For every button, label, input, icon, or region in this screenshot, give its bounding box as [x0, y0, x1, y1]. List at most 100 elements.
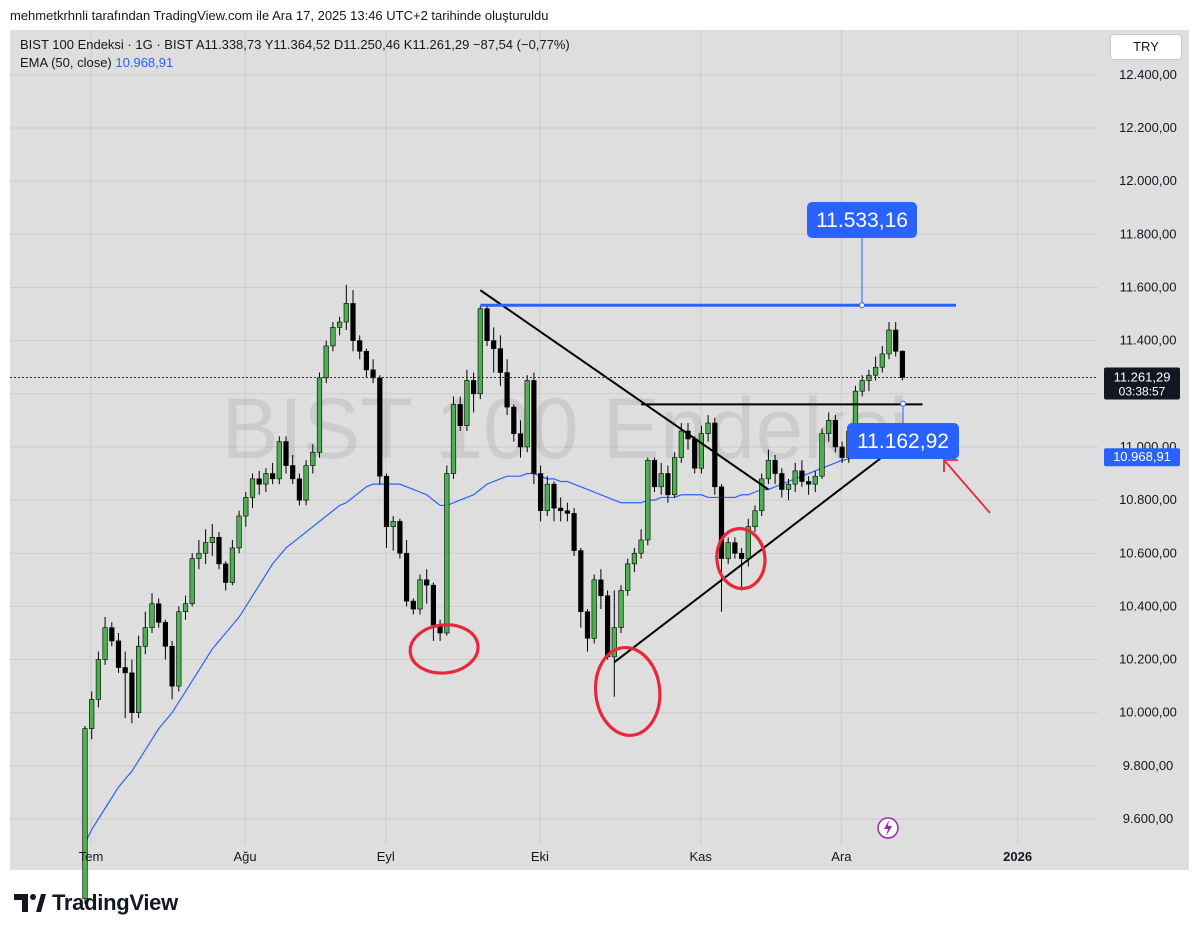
candle[interactable] [182, 595, 189, 620]
candle[interactable] [363, 348, 370, 378]
candle[interactable] [785, 478, 792, 501]
candle[interactable] [779, 468, 785, 498]
candle[interactable] [524, 375, 530, 453]
candle[interactable] [357, 335, 363, 360]
candle[interactable] [370, 359, 376, 384]
candle[interactable] [571, 508, 577, 556]
candle[interactable] [417, 574, 423, 615]
candle[interactable] [142, 611, 148, 655]
candle[interactable] [256, 470, 262, 495]
candle[interactable] [712, 417, 718, 495]
candle[interactable] [176, 606, 182, 692]
candle[interactable] [879, 345, 885, 373]
candle[interactable] [732, 537, 738, 559]
candle[interactable] [263, 468, 269, 493]
candle[interactable] [805, 476, 812, 495]
candle[interactable] [303, 460, 309, 506]
candle[interactable] [136, 635, 142, 719]
candle[interactable] [698, 425, 704, 474]
candle[interactable] [450, 396, 457, 479]
candle[interactable] [558, 497, 564, 522]
callout-11162-box[interactable] [847, 423, 959, 459]
candle[interactable] [651, 457, 658, 493]
candle[interactable] [799, 460, 805, 487]
candle[interactable] [350, 290, 356, 352]
candle[interactable] [705, 415, 711, 442]
candle[interactable] [95, 651, 101, 708]
candle[interactable] [82, 725, 88, 905]
candle[interactable] [223, 561, 229, 591]
candle[interactable] [249, 473, 256, 509]
candle[interactable] [638, 529, 644, 559]
candle[interactable] [424, 569, 430, 604]
candle[interactable] [336, 316, 343, 336]
candle[interactable] [203, 529, 209, 564]
candle[interactable] [591, 574, 597, 644]
candle[interactable] [772, 454, 778, 485]
candle[interactable] [243, 492, 249, 527]
candle[interactable] [584, 609, 591, 652]
candle[interactable] [464, 369, 470, 432]
candle[interactable] [872, 356, 879, 381]
candle[interactable] [196, 539, 202, 570]
candle[interactable] [296, 473, 303, 506]
candle[interactable] [551, 481, 557, 522]
candle[interactable] [484, 306, 490, 346]
candle[interactable] [444, 465, 450, 636]
candle[interactable] [504, 359, 510, 416]
currency-button[interactable]: TRY [1110, 34, 1182, 60]
candle[interactable] [102, 617, 108, 665]
candle[interactable] [115, 632, 122, 673]
candle[interactable] [631, 547, 637, 572]
candle[interactable] [109, 622, 115, 647]
candle[interactable] [169, 640, 175, 700]
candle[interactable] [819, 428, 825, 479]
candle[interactable] [658, 462, 664, 495]
candle[interactable] [437, 619, 443, 641]
candle[interactable] [544, 476, 550, 517]
candle[interactable] [752, 505, 758, 532]
candle[interactable] [330, 322, 336, 352]
candle[interactable] [718, 484, 725, 612]
candle[interactable] [618, 585, 624, 633]
chart-panel[interactable] [10, 30, 1189, 870]
candle[interactable] [899, 350, 905, 381]
candle[interactable] [269, 462, 276, 485]
candle[interactable] [665, 465, 671, 503]
candle[interactable] [645, 457, 651, 546]
candle[interactable] [290, 454, 296, 485]
candle[interactable] [564, 502, 570, 522]
candle[interactable] [517, 420, 524, 458]
candle[interactable] [611, 590, 617, 697]
candle[interactable] [403, 539, 410, 607]
candle[interactable] [598, 569, 604, 610]
candle[interactable] [893, 322, 899, 357]
candle[interactable] [283, 436, 289, 474]
candle[interactable] [497, 335, 504, 386]
candle[interactable] [537, 465, 544, 522]
candle[interactable] [725, 537, 731, 564]
candle[interactable] [812, 470, 818, 493]
candle[interactable] [377, 375, 383, 485]
candle[interactable] [189, 553, 195, 607]
candle[interactable] [323, 340, 329, 384]
candle[interactable] [792, 462, 798, 493]
candle[interactable] [531, 372, 537, 485]
candle[interactable] [310, 444, 316, 474]
candle[interactable] [604, 590, 611, 660]
candle[interactable] [216, 531, 222, 570]
candle[interactable] [759, 473, 765, 517]
candle[interactable] [671, 452, 678, 498]
candle[interactable] [738, 547, 745, 591]
candle[interactable] [410, 598, 416, 615]
candle[interactable] [839, 441, 845, 463]
candle[interactable] [859, 375, 865, 397]
candle[interactable] [477, 306, 483, 400]
candle[interactable] [765, 449, 771, 485]
candle[interactable] [692, 436, 698, 474]
candle[interactable] [625, 558, 631, 596]
callout-11533-box[interactable] [807, 202, 917, 238]
candle[interactable] [578, 547, 584, 628]
candle[interactable] [209, 524, 215, 556]
